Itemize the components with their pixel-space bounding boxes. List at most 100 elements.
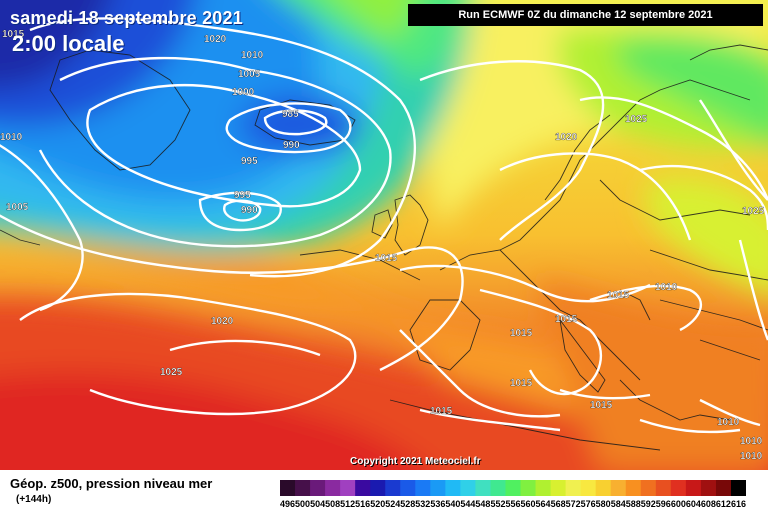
scale-swatch bbox=[625, 480, 642, 496]
scale-label: 528 bbox=[400, 499, 415, 509]
scale-swatch bbox=[550, 480, 567, 496]
scale-swatch bbox=[505, 480, 522, 496]
scale-label: 508 bbox=[325, 499, 340, 509]
scale-label: 600 bbox=[671, 499, 686, 509]
scale-label: 568 bbox=[551, 499, 566, 509]
isobar-label: 1020 bbox=[204, 34, 227, 45]
isobar-label: 990 bbox=[283, 140, 300, 151]
scale-swatch bbox=[415, 480, 431, 496]
scale-label: 532 bbox=[415, 499, 430, 509]
scale-label: 560 bbox=[521, 499, 536, 509]
copyright-notice: Copyright 2021 Meteociel.fr bbox=[350, 456, 481, 467]
isobar-label: 995 bbox=[241, 156, 258, 167]
scale-label: 604 bbox=[686, 499, 701, 509]
scale-swatch bbox=[475, 480, 491, 496]
scale-swatch bbox=[490, 480, 506, 496]
scale-label: 592 bbox=[641, 499, 656, 509]
scale-label: 612 bbox=[716, 499, 731, 509]
scale-label: 544 bbox=[460, 499, 475, 509]
scale-swatch bbox=[655, 480, 672, 496]
scale-swatch bbox=[445, 480, 461, 496]
isobar-label: 1015 bbox=[607, 290, 630, 301]
scale-label: 572 bbox=[566, 499, 581, 509]
isobar-label: 1025 bbox=[742, 206, 765, 217]
scale-swatch bbox=[325, 480, 341, 496]
scale-label: 496 bbox=[280, 499, 295, 509]
weather-map: 1015 1020 1010 1005 1000 985 990 1010 99… bbox=[0, 0, 768, 470]
scale-label: 556 bbox=[505, 499, 520, 509]
isobar-label: 1005 bbox=[238, 69, 261, 80]
isobar-label: 1010 bbox=[740, 436, 763, 447]
scale-swatch bbox=[715, 480, 732, 496]
scale-swatch bbox=[340, 480, 356, 496]
scale-swatch bbox=[685, 480, 702, 496]
coastlines bbox=[0, 44, 768, 451]
isobar-label: 1005 bbox=[6, 202, 29, 213]
color-scale: 496 500 504 508 512 516 520 524 528 532 536 540 544 5… bbox=[280, 480, 746, 509]
scale-label: 588 bbox=[626, 499, 641, 509]
forecast-time: 2:00 locale bbox=[12, 31, 125, 56]
scale-swatch bbox=[640, 480, 657, 496]
scale-label: 536 bbox=[430, 499, 445, 509]
isobar-label: 1015 bbox=[375, 253, 398, 264]
scale-swatch bbox=[595, 480, 612, 496]
isobar-label: 1010 bbox=[655, 282, 678, 293]
isobar-label: 1015 bbox=[430, 406, 453, 417]
isobar-label: 1025 bbox=[625, 114, 648, 125]
scale-label: 580 bbox=[596, 499, 611, 509]
scale-swatch bbox=[370, 480, 386, 496]
isobar-label: 990 bbox=[241, 205, 258, 216]
scale-label: 540 bbox=[445, 499, 460, 509]
scale-label: 552 bbox=[490, 499, 505, 509]
isobar-label: 995 bbox=[234, 190, 251, 201]
isobar-labels: 1015 1020 1010 1005 1000 985 990 1010 99… bbox=[0, 29, 765, 462]
scale-swatch bbox=[610, 480, 627, 496]
scale-swatch bbox=[730, 480, 746, 496]
scale-swatch bbox=[400, 480, 416, 496]
scale-swatch bbox=[670, 480, 687, 496]
scale-label: 576 bbox=[581, 499, 596, 509]
legend-subtitle: (+144h) bbox=[16, 494, 52, 505]
scale-label: 596 bbox=[656, 499, 671, 509]
scale-swatch bbox=[355, 480, 371, 496]
scale-swatch bbox=[535, 480, 552, 496]
scale-swatch bbox=[385, 480, 401, 496]
scale-label: 584 bbox=[611, 499, 626, 509]
scale-swatch bbox=[310, 480, 326, 496]
scale-label: 516 bbox=[355, 499, 370, 509]
isobar-label: 1010 bbox=[0, 132, 23, 143]
isobar-label: 1010 bbox=[241, 50, 264, 61]
scale-label: 512 bbox=[340, 499, 355, 509]
isobar-label: 1020 bbox=[211, 316, 234, 327]
isobar-label: 1010 bbox=[717, 417, 740, 428]
scale-swatch bbox=[460, 480, 476, 496]
scale-swatch bbox=[430, 480, 446, 496]
isobar-label: 1000 bbox=[232, 87, 255, 98]
scale-swatch bbox=[280, 480, 296, 496]
scale-swatch bbox=[580, 480, 597, 496]
scale-swatch bbox=[295, 480, 311, 496]
legend-title: Géop. z500, pression niveau mer bbox=[10, 476, 213, 491]
isobar-label: 985 bbox=[282, 109, 299, 120]
isobar-label: 1020 bbox=[555, 132, 578, 143]
isobar-label: 1015 bbox=[2, 29, 25, 40]
scale-label: 608 bbox=[701, 499, 716, 509]
isobar-lines bbox=[0, 17, 768, 434]
scale-label: 520 bbox=[370, 499, 385, 509]
scale-label: 564 bbox=[536, 499, 551, 509]
isobar-label: 1010 bbox=[740, 451, 763, 462]
scale-label: 616 bbox=[731, 499, 746, 509]
isobar-label: 1015 bbox=[590, 400, 613, 411]
isobar-label: 1015 bbox=[510, 328, 533, 339]
isobar-label: 1015 bbox=[510, 378, 533, 389]
isobar-label: 1015 bbox=[555, 314, 578, 325]
scale-label: 504 bbox=[310, 499, 325, 509]
scale-swatch bbox=[565, 480, 582, 496]
scale-swatch bbox=[520, 480, 537, 496]
scale-label: 548 bbox=[475, 499, 490, 509]
forecast-date: samedi 18 septembre 2021 bbox=[10, 8, 243, 28]
scale-label: 524 bbox=[385, 499, 400, 509]
scale-swatch bbox=[700, 480, 717, 496]
scale-label: 500 bbox=[295, 499, 310, 509]
isobar-label: 1025 bbox=[160, 367, 183, 378]
